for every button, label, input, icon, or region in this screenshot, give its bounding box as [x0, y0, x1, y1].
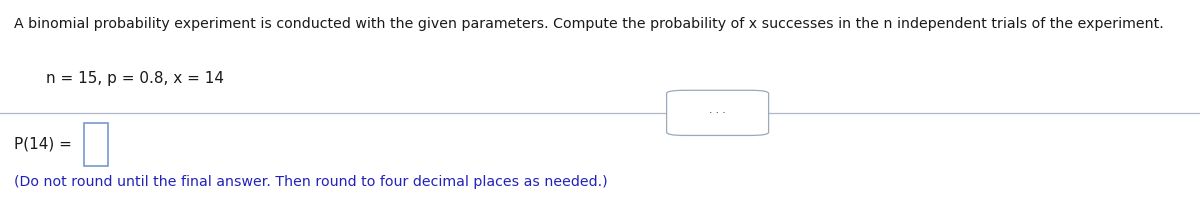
Text: P(14) =: P(14) = [14, 137, 72, 152]
Text: · · ·: · · · [709, 108, 726, 118]
FancyBboxPatch shape [84, 123, 108, 166]
Text: (Do not round until the final answer. Then round to four decimal places as neede: (Do not round until the final answer. Th… [14, 175, 608, 189]
Text: n = 15, p = 0.8, x = 14: n = 15, p = 0.8, x = 14 [46, 71, 223, 86]
Text: A binomial probability experiment is conducted with the given parameters. Comput: A binomial probability experiment is con… [14, 17, 1164, 31]
FancyBboxPatch shape [667, 90, 768, 135]
